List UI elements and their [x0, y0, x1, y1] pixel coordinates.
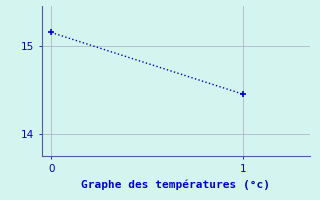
X-axis label: Graphe des températures (°c): Graphe des températures (°c): [82, 179, 270, 190]
